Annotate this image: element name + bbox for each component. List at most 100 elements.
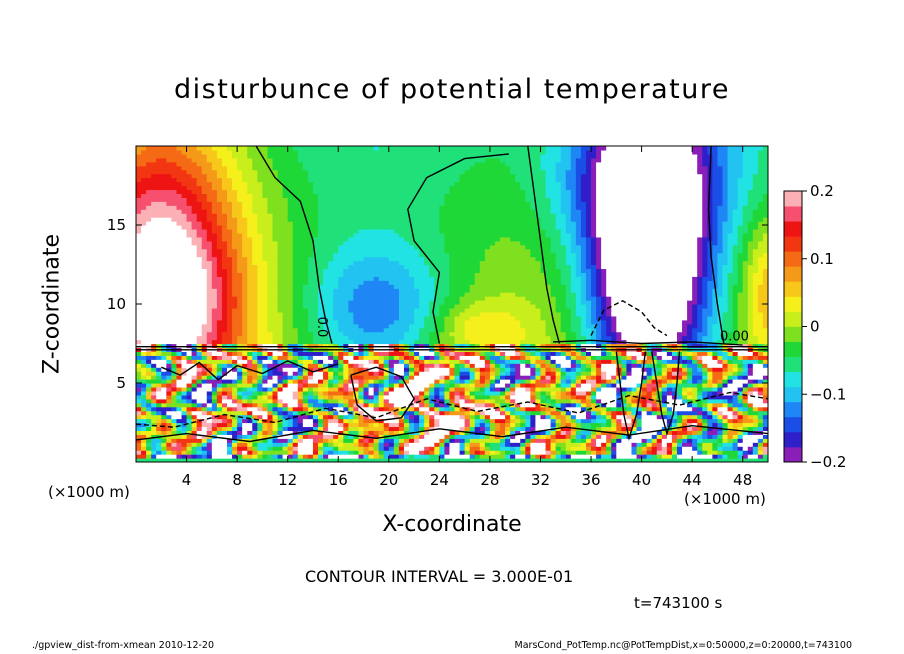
heatmap-cell	[323, 375, 329, 380]
heatmap-cell	[439, 264, 446, 270]
heatmap-cell	[232, 450, 238, 455]
heatmap-cell	[287, 146, 294, 151]
heatmap-cell	[343, 367, 349, 372]
heatmap-cell	[252, 410, 258, 416]
heatmap-cell	[161, 371, 167, 376]
heatmap-cell	[363, 319, 370, 325]
heatmap-cell	[414, 225, 420, 230]
heatmap-cell	[353, 418, 360, 424]
heatmap-cell	[146, 236, 152, 242]
heatmap-cell	[277, 272, 284, 277]
heatmap-cell	[333, 181, 339, 187]
heatmap-cell	[368, 157, 375, 163]
heatmap-cell	[378, 438, 385, 443]
heatmap-cell	[282, 268, 289, 273]
heatmap-cell	[358, 173, 365, 179]
heatmap-cell	[166, 252, 172, 258]
heatmap-cell	[409, 422, 415, 428]
heatmap-cell	[232, 169, 238, 175]
heatmap-cell	[297, 193, 304, 198]
heatmap-cell	[378, 169, 385, 175]
heatmap-cell	[136, 205, 142, 210]
heatmap-cell	[439, 280, 446, 285]
heatmap-cell	[181, 430, 188, 435]
heatmap-cell	[272, 221, 279, 226]
heatmap-cell	[141, 296, 147, 301]
heatmap-cell	[166, 280, 172, 285]
heatmap-cell	[343, 228, 349, 234]
heatmap-cell	[292, 240, 299, 246]
heatmap-cell	[186, 236, 193, 242]
heatmap-cell	[216, 193, 223, 198]
heatmap-cell	[221, 260, 228, 266]
heatmap-cell	[171, 205, 178, 210]
heatmap-cell	[201, 315, 208, 321]
heatmap-cell	[161, 410, 167, 416]
heatmap-cell	[151, 331, 157, 337]
heatmap-cell	[221, 288, 228, 293]
heatmap-cell	[414, 367, 420, 372]
heatmap-cell	[302, 339, 309, 345]
heatmap-cell	[161, 296, 167, 301]
heatmap-cell	[287, 276, 294, 281]
heatmap-cell	[358, 221, 365, 226]
heatmap-cell	[146, 319, 152, 325]
heatmap-cell	[373, 363, 380, 368]
heatmap-cell	[378, 157, 385, 163]
heatmap-cell	[393, 406, 400, 412]
heatmap-cell	[161, 422, 167, 428]
heatmap-cell	[221, 375, 228, 380]
heatmap-cell	[166, 197, 172, 202]
heatmap-cell	[429, 189, 435, 194]
heatmap-cell	[424, 394, 430, 400]
heatmap-cell	[196, 240, 203, 246]
heatmap-cell	[151, 268, 157, 273]
heatmap-cell	[343, 446, 349, 451]
heatmap-cell	[403, 446, 410, 451]
heatmap-cell	[312, 426, 319, 431]
heatmap-cell	[161, 165, 167, 171]
heatmap-cell	[419, 458, 425, 462]
heatmap-cell	[333, 410, 339, 416]
heatmap-cell	[419, 280, 425, 285]
heatmap-cell	[252, 394, 258, 400]
heatmap-cell	[237, 311, 243, 317]
heatmap-cell	[272, 390, 279, 396]
heatmap-cell	[181, 296, 188, 301]
heatmap-cell	[403, 300, 410, 305]
heatmap-cell	[232, 398, 238, 404]
heatmap-cell	[388, 189, 395, 194]
heatmap-cell	[161, 379, 167, 384]
heatmap-cell	[262, 414, 269, 420]
heatmap-cell	[444, 335, 451, 341]
heatmap-cell	[343, 315, 349, 321]
heatmap-cell	[424, 260, 430, 266]
heatmap-cell	[368, 304, 375, 309]
heatmap-cell	[171, 402, 178, 408]
heatmap-cell	[393, 185, 400, 191]
heatmap-cell	[373, 221, 380, 226]
heatmap-cell	[201, 422, 208, 428]
heatmap-cell	[363, 304, 370, 309]
heatmap-cell	[277, 410, 284, 416]
heatmap-cell	[201, 205, 208, 210]
heatmap-cell	[247, 450, 253, 455]
heatmap-cell	[403, 442, 410, 447]
heatmap-cell	[166, 213, 172, 218]
heatmap-cell	[378, 446, 385, 451]
heatmap-cell	[287, 343, 294, 349]
heatmap-cell	[166, 153, 172, 159]
heatmap-cell	[302, 288, 309, 293]
heatmap-cell	[398, 371, 405, 376]
heatmap-cell	[439, 153, 446, 159]
heatmap-cell	[277, 173, 284, 179]
heatmap-cell	[363, 272, 370, 277]
heatmap-cell	[388, 307, 395, 313]
heatmap-cell	[252, 292, 258, 297]
heatmap-cell	[383, 284, 390, 289]
heatmap-cell	[287, 323, 294, 329]
heatmap-cell	[252, 422, 258, 428]
heatmap-cell	[403, 438, 410, 443]
heatmap-cell	[378, 256, 385, 262]
heatmap-cell	[318, 383, 324, 388]
